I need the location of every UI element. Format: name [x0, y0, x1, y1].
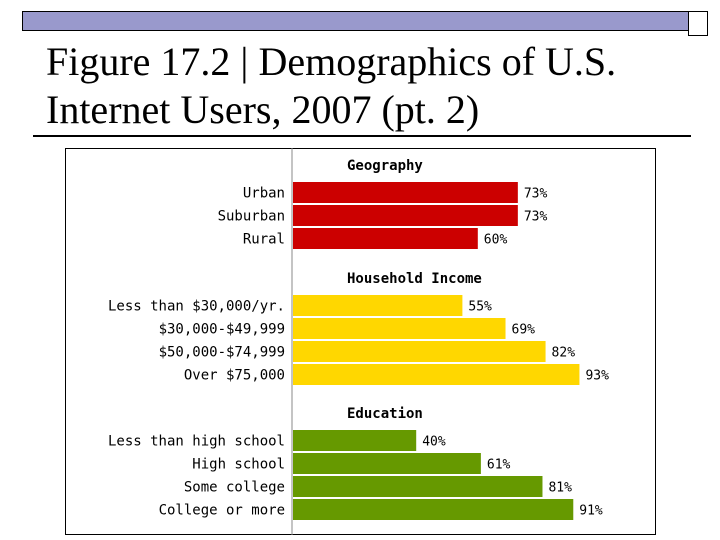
- value-label: 81%: [548, 481, 572, 496]
- bar: [293, 182, 518, 203]
- value-label: 55%: [468, 300, 492, 315]
- category-label: College or more: [159, 503, 285, 519]
- category-label: Urban: [243, 186, 285, 202]
- slide-title-line-2: Internet Users, 2007 (pt. 2): [46, 87, 480, 132]
- bar: [293, 205, 518, 226]
- bar: [293, 476, 543, 497]
- category-label: Less than high school: [108, 434, 285, 450]
- bar: [293, 453, 481, 474]
- value-label: 91%: [579, 504, 603, 519]
- section-header: Geography: [347, 158, 423, 174]
- value-label: 82%: [552, 346, 576, 361]
- category-label: Less than $30,000/yr.: [108, 299, 285, 315]
- bar: [293, 341, 546, 362]
- bar: [293, 499, 574, 520]
- category-label: Some college: [184, 480, 285, 496]
- corner-box: [688, 11, 708, 36]
- title-accent-bar: [22, 11, 708, 31]
- value-label: 40%: [422, 435, 446, 450]
- section-header: Education: [347, 406, 423, 422]
- value-label: 61%: [487, 458, 511, 473]
- category-label: $50,000-$74,999: [159, 345, 285, 361]
- value-label: 60%: [484, 233, 508, 248]
- value-label: 73%: [524, 210, 548, 225]
- slide-title-line-1: Figure 17.2 | Demographics of U.S.: [46, 39, 617, 84]
- bar: [293, 318, 506, 339]
- value-label: 69%: [512, 323, 536, 338]
- section-header: Household Income: [347, 271, 482, 287]
- bar: [293, 228, 478, 249]
- category-label: High school: [192, 457, 285, 473]
- title-underline: [33, 135, 691, 137]
- value-label: 93%: [585, 369, 609, 384]
- slide-title: Figure 17.2 | Demographics of U.S. Inter…: [46, 38, 696, 134]
- category-label: $30,000-$49,999: [159, 322, 285, 338]
- bar: [293, 430, 417, 451]
- category-label: Suburban: [218, 209, 285, 225]
- bar: [293, 295, 463, 316]
- category-label: Over $75,000: [184, 368, 285, 384]
- bar: [293, 364, 580, 385]
- demographics-bar-chart: Geography Urban 73% Suburban 73% Rural 60% Hous…: [108, 148, 609, 535]
- value-label: 73%: [524, 187, 548, 202]
- category-label: Rural: [243, 232, 285, 248]
